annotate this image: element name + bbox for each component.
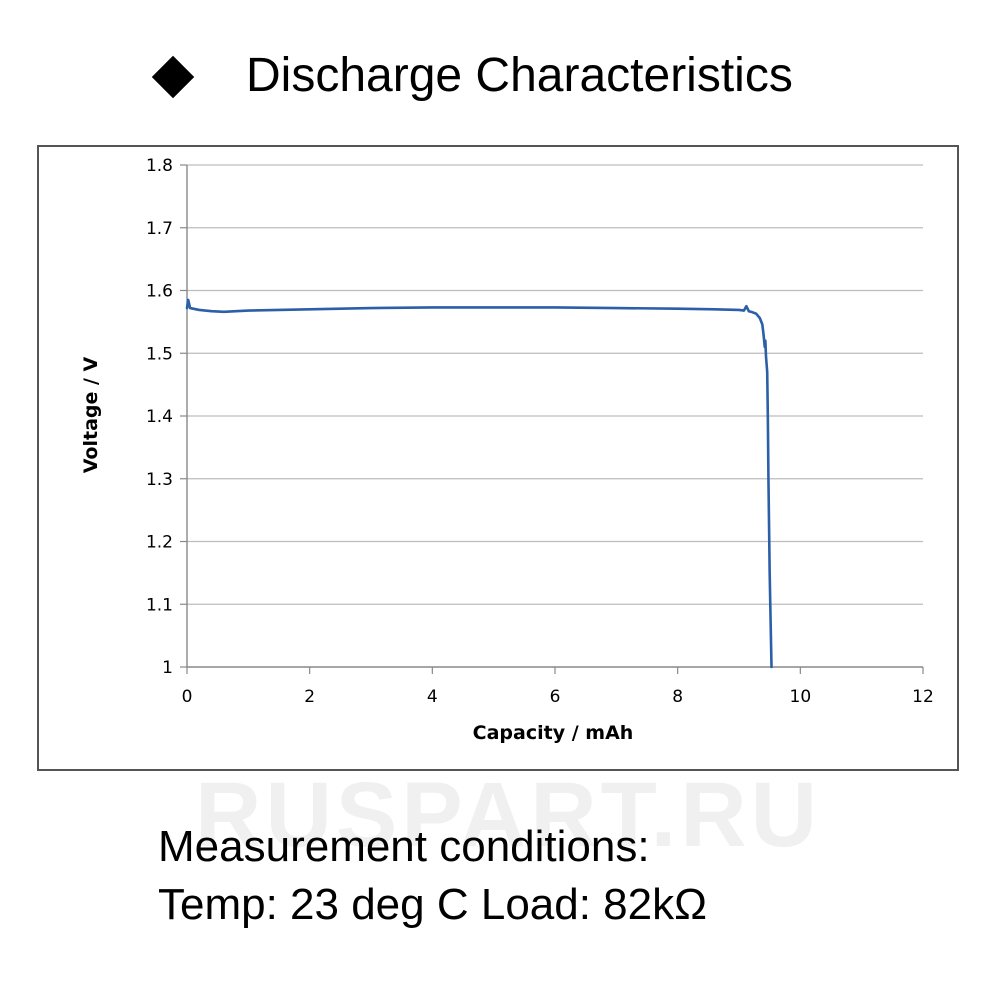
conditions-values: Temp: 23 deg C Load: 82kΩ xyxy=(158,880,708,929)
watermark: RUSPART.RU xyxy=(195,764,822,866)
page-title: Discharge Characteristics xyxy=(246,49,793,102)
y-tick-label-1: 1.1 xyxy=(146,595,173,615)
y-axis-label: Voltage / V xyxy=(80,356,102,473)
x-tick-label-3: 6 xyxy=(550,687,561,707)
series-line-0 xyxy=(185,298,773,669)
conditions-heading: Measurement conditions: xyxy=(158,822,650,871)
tick-labels: 1 1.1 1.2 1.3 1.4 1.5 1.6 1.7 1.8 0 2 4 6 8 10 12 xyxy=(146,156,934,707)
y-tick-label-5: 1.5 xyxy=(146,344,173,364)
x-tick-label-1: 2 xyxy=(304,687,315,707)
x-tick-label-5: 10 xyxy=(790,687,812,707)
x-tick-label-4: 8 xyxy=(672,687,683,707)
y-tick-label-0: 1 xyxy=(162,658,173,678)
x-axis-label: Capacity / mAh xyxy=(473,722,634,744)
chart-frame: 1 1.1 1.2 1.3 1.4 1.5 1.6 1.7 1.8 0 2 4 6 8 10 12 Capac… xyxy=(37,145,959,771)
y-tick-label-7: 1.7 xyxy=(146,219,173,239)
y-tick-label-2: 1.2 xyxy=(146,533,173,553)
axes xyxy=(180,164,924,674)
x-tick-label-6: 12 xyxy=(912,687,934,707)
y-tick-label-3: 1.3 xyxy=(146,470,173,490)
title-row: Discharge Characteristics xyxy=(0,38,1000,118)
y-tick-label-6: 1.6 xyxy=(146,282,173,302)
x-tick-label-0: 0 xyxy=(182,687,193,707)
y-tick-label-8: 1.8 xyxy=(146,156,173,176)
diamond-icon xyxy=(151,55,195,99)
y-tick-label-4: 1.4 xyxy=(146,407,173,427)
measurement-conditions: Measurement conditions: Temp: 23 deg C L… xyxy=(158,818,707,934)
discharge-chart: 1 1.1 1.2 1.3 1.4 1.5 1.6 1.7 1.8 0 2 4 6 8 10 12 Capac… xyxy=(80,156,934,744)
series-layer xyxy=(185,298,773,669)
grid-lines xyxy=(187,164,923,605)
x-tick-label-2: 4 xyxy=(427,687,438,707)
